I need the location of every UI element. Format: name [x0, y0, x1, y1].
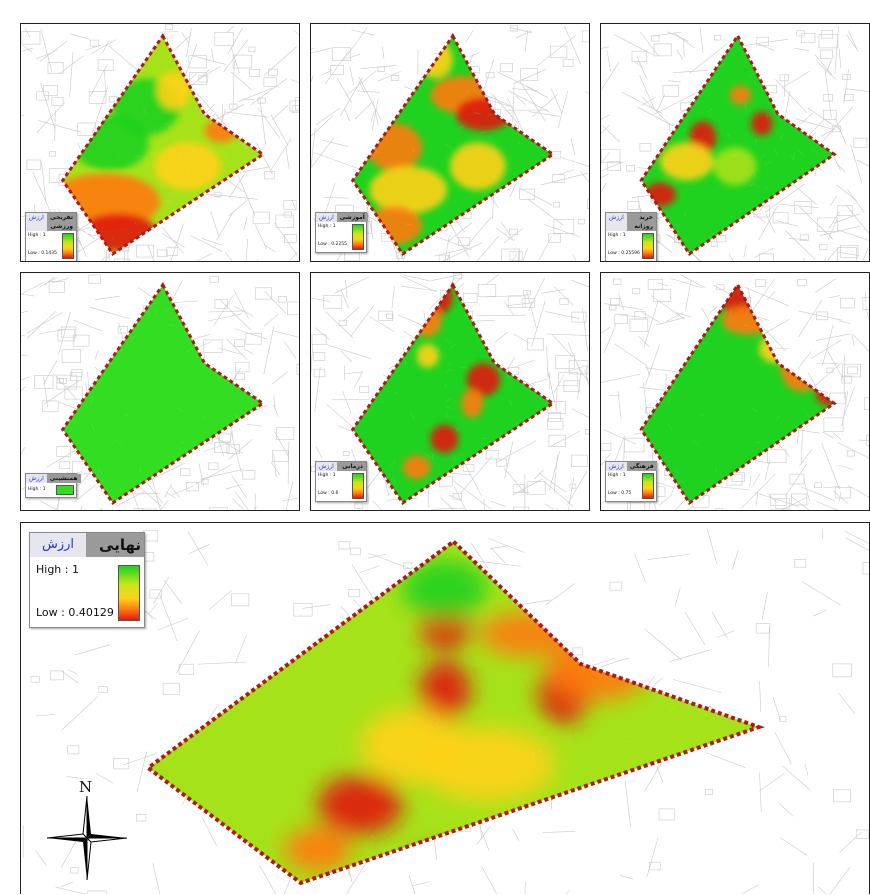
legend-low: Low : 0.2255: [318, 242, 347, 247]
legend-high: High : 1: [318, 473, 336, 478]
study-area-boundary: [639, 281, 837, 506]
study-area-boundary: [350, 33, 556, 256]
suitability-surface: [352, 35, 553, 254]
legend-high: High : 1: [36, 563, 79, 576]
legend-high: High : 1: [318, 224, 336, 229]
study-area-boundary: [60, 282, 266, 505]
legend-education: ارزش آموزشی High : 1 Low : 0.2255: [315, 212, 368, 253]
legend-low: Low : 0.6: [318, 491, 339, 496]
legend-harmony: ارزش همنشینی High : 1: [25, 473, 81, 498]
north-label: N: [79, 778, 93, 796]
map-education: [311, 25, 589, 261]
legend-culture: ارزش فرهنگی High : 1 Low : 0.75: [605, 461, 657, 502]
map-panel-sport: ارزش تفریحی ورزشی High : 1 Low : 0.1435: [20, 23, 300, 262]
legend-high: High : 1: [28, 487, 46, 492]
legend-high: High : 1: [28, 233, 46, 238]
legend-title: آموزشی: [336, 213, 368, 222]
map-final: [22, 528, 869, 894]
study-area-boundary: [60, 33, 266, 256]
legend-title: درمانی: [336, 462, 366, 471]
legend-sport: ارزش تفریحی ورزشی High : 1 Low : 0.1435: [25, 212, 77, 261]
legend-subtitle: ارزش: [606, 213, 627, 231]
legend-low: Low : 0.25596: [608, 251, 640, 256]
legend-subtitle: ارزش: [26, 474, 47, 483]
map-health: [311, 273, 589, 510]
legend-ramp: [352, 473, 364, 499]
compass-rose-icon: [47, 796, 127, 880]
legend-ramp: [118, 565, 140, 621]
north-arrow: N: [47, 778, 127, 880]
legend-low: Low : 0.1435: [28, 251, 57, 256]
legend-subtitle: ارزش: [316, 462, 337, 471]
suitability-surface: [148, 541, 759, 883]
legend-final: ارزش نهایی High : 1 Low : 0.40129: [29, 532, 145, 628]
study-area-boundary: [144, 538, 765, 886]
legend-title: فرهنگی: [626, 462, 657, 471]
map-panel-final: ارزش نهایی High : 1 Low : 0.40129 N: [20, 522, 870, 894]
legend-ramp: [642, 473, 654, 499]
map-panel-shopping: ارزش خرید روزانه High : 1 Low : 0.25596: [600, 23, 870, 262]
legend-low: Low : 0.40129: [36, 606, 114, 619]
legend-title: خرید روزانه: [626, 213, 656, 231]
legend-subtitle: ارزش: [30, 533, 86, 557]
map-shopping: [601, 26, 869, 261]
legend-title: نهایی: [86, 533, 144, 557]
suitability-surface: [641, 35, 835, 254]
map-sport: [21, 24, 299, 261]
legend-title: تفریحی ورزشی: [46, 213, 76, 231]
legend-ramp: [352, 224, 364, 250]
legend-high: High : 1: [608, 473, 626, 478]
legend-shopping: ارزش خرید روزانه High : 1 Low : 0.25596: [605, 212, 657, 261]
legend-high: High : 1: [608, 233, 626, 238]
study-area-boundary: [639, 32, 837, 257]
map-harmony: [21, 274, 299, 510]
legend-ramp: [642, 233, 654, 259]
legend-subtitle: ارزش: [606, 462, 627, 471]
legend-title: همنشینی: [46, 474, 81, 483]
legend-subtitle: ارزش: [316, 213, 337, 222]
legend-health: ارزش درمانی High : 1 Low : 0.6: [315, 461, 367, 502]
legend-low: Low : 0.75: [608, 491, 632, 496]
legend-swatch: [56, 485, 74, 495]
map-panel-health: ارزش درمانی High : 1 Low : 0.6: [310, 272, 590, 511]
map-panel-harmony: ارزش همنشینی High : 1: [20, 272, 300, 511]
map-panel-culture: ارزش فرهنگی High : 1 Low : 0.75: [600, 272, 870, 511]
legend-subtitle: ارزش: [26, 213, 47, 231]
legend-ramp: [62, 233, 74, 259]
map-panel-education: ارزش آموزشی High : 1 Low : 0.2255: [310, 23, 590, 262]
study-area-boundary: [350, 282, 556, 505]
map-culture: [601, 274, 869, 510]
